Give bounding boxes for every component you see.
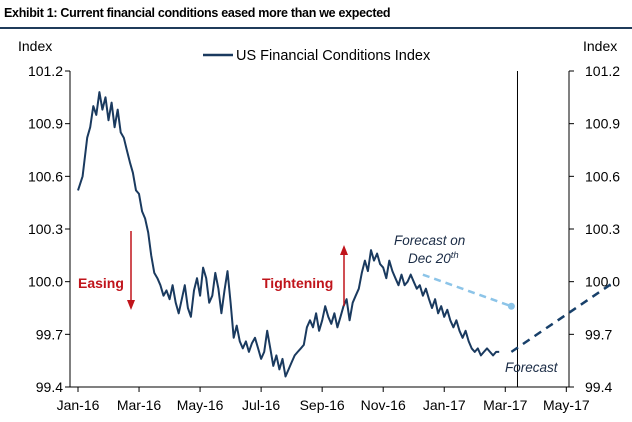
x-tick-label: Jul-16 bbox=[242, 397, 280, 413]
dec-20-label: Dec 20th bbox=[408, 250, 459, 266]
x-tick-label: Jan-16 bbox=[57, 397, 100, 413]
y-tick-label-right: 100.0 bbox=[585, 274, 620, 290]
tightening-label: Tightening bbox=[262, 275, 333, 291]
forecast-on-label: Forecast on bbox=[394, 233, 465, 248]
x-tick-label: May-16 bbox=[177, 397, 224, 413]
y-tick-label-right: 100.6 bbox=[585, 168, 620, 184]
y-tick-label-right: 100.9 bbox=[585, 116, 620, 132]
x-tick-label: Mar-16 bbox=[117, 397, 162, 413]
y-tick-label-right: 99.4 bbox=[585, 379, 612, 395]
y-tick-label-left: 99.4 bbox=[36, 379, 63, 395]
exhibit-title: Exhibit 1: Current financial conditions … bbox=[4, 6, 391, 20]
tightening-arrowhead bbox=[340, 245, 348, 255]
y-tick-label-left: 100.3 bbox=[28, 221, 63, 237]
forecast-label: Forecast bbox=[505, 360, 559, 375]
y-tick-label-left: 100.6 bbox=[28, 168, 63, 184]
y-axis-label-left: Index bbox=[18, 38, 52, 54]
dec-20-superscript: th bbox=[451, 250, 459, 261]
x-tick-label: Nov-16 bbox=[361, 397, 406, 413]
y-tick-label-left: 100.0 bbox=[28, 274, 63, 290]
y-tick-label-right: 99.7 bbox=[585, 326, 612, 342]
easing-label: Easing bbox=[78, 275, 124, 291]
y-tick-label-left: 101.2 bbox=[28, 63, 63, 79]
x-tick-label: Sep-16 bbox=[300, 397, 345, 413]
y-axis-label-right: Index bbox=[583, 38, 617, 54]
x-tick-label: Jan-17 bbox=[423, 397, 466, 413]
dec-20-text: Dec 20 bbox=[408, 251, 451, 266]
easing-arrowhead bbox=[127, 300, 135, 310]
legend-label: US Financial Conditions Index bbox=[236, 48, 431, 64]
dec20-forecast-point bbox=[507, 302, 515, 310]
y-tick-label-left: 99.7 bbox=[36, 326, 63, 342]
y-tick-label-right: 100.3 bbox=[585, 221, 620, 237]
y-tick-label-left: 100.9 bbox=[28, 116, 63, 132]
dec20-forecast-line bbox=[422, 273, 512, 308]
x-tick-label: May-17 bbox=[543, 397, 590, 413]
x-tick-label: Mar-17 bbox=[483, 397, 528, 413]
forecast-line bbox=[510, 282, 613, 353]
title-divider bbox=[0, 27, 632, 29]
fci-series-line bbox=[77, 91, 500, 378]
y-tick-label-right: 101.2 bbox=[585, 63, 620, 79]
